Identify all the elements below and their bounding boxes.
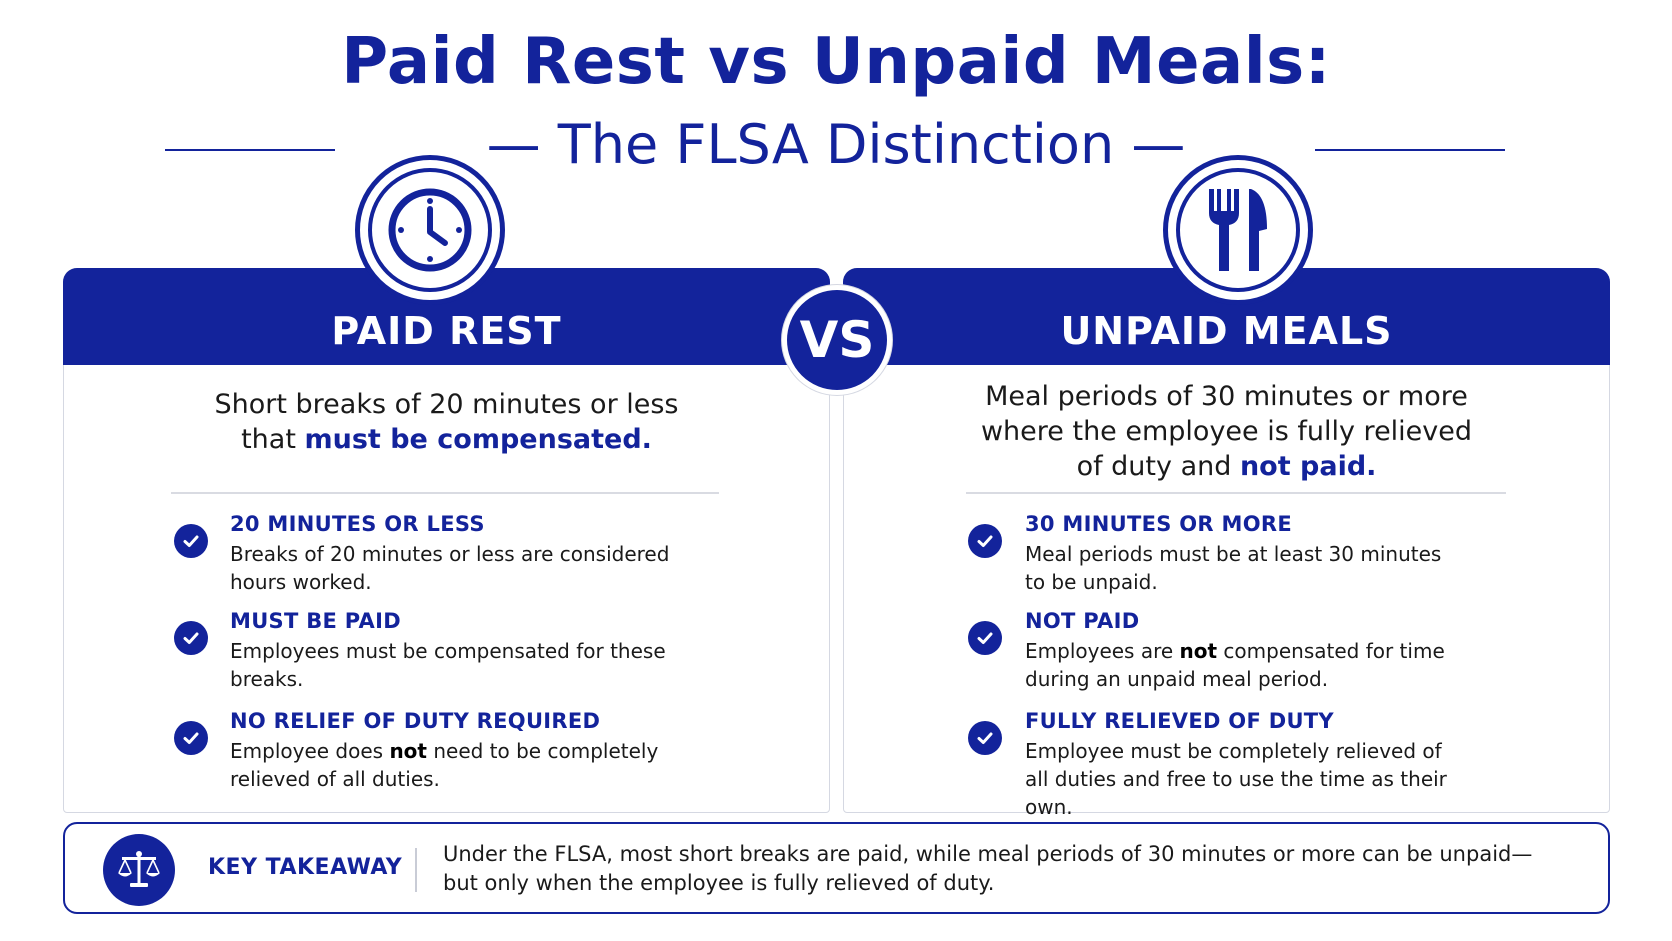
- key-takeaway-box: KEY TAKEAWAY Under the FLSA, most short …: [63, 822, 1610, 914]
- vs-badge: VS: [782, 285, 892, 395]
- item-body: Meal periods must be at least 30 minutes…: [1025, 542, 1442, 594]
- page-title: Paid Rest vs Unpaid Meals:: [341, 25, 1331, 99]
- unpaid-meals-lead-bold: not paid.: [1239, 451, 1377, 482]
- item-title: NOT PAID: [1025, 609, 1140, 633]
- unpaid-meals-panel: UNPAID MEALS Meal periods of 30 minutes …: [843, 268, 1610, 819]
- item-body: Employee does not need to be completely …: [230, 739, 659, 791]
- paid-rest-lead-bold: must be compensated.: [304, 424, 652, 455]
- check-icon: [174, 621, 208, 655]
- unpaid-meals-lead-text: Meal periods of 30 minutes or more where…: [980, 381, 1473, 482]
- item-body: Employees are not compensated for time d…: [1025, 639, 1445, 691]
- paid-rest-lead-text: Short breaks of 20 minutes or less that: [214, 389, 679, 455]
- paid-rest-panel: PAID REST Short breaks of 20 minutes or …: [63, 268, 830, 813]
- unpaid-meals-divider: [966, 492, 1506, 494]
- subtitle-rule-left: [165, 149, 335, 151]
- paid-rest-label: PAID REST: [331, 309, 562, 353]
- fork-knife-badge: [1163, 155, 1313, 305]
- paid-rest-lead: Short breaks of 20 minutes or less that …: [64, 387, 829, 457]
- key-takeaway-label: KEY TAKEAWAY: [208, 855, 403, 880]
- unpaid-meals-label: UNPAID MEALS: [1060, 309, 1393, 353]
- subtitle-row: — The FLSA Distinction —: [0, 110, 1672, 180]
- page-subtitle: — The FLSA Distinction —: [486, 113, 1186, 176]
- item-title: 30 MINUTES OR MORE: [1025, 512, 1292, 536]
- item-body: Employees must be compensated for these …: [230, 639, 666, 691]
- clock-badge: [355, 155, 505, 305]
- item-body: Breaks of 20 minutes or less are conside…: [230, 542, 670, 594]
- item-title: FULLY RELIEVED OF DUTY: [1025, 709, 1334, 733]
- check-icon: [968, 621, 1002, 655]
- item-body: Employee must be completely relieved of …: [1025, 739, 1447, 819]
- check-icon: [174, 721, 208, 755]
- key-takeaway-separator: [415, 848, 417, 892]
- subtitle-rule-right: [1315, 149, 1505, 151]
- fork-knife-icon: [1176, 168, 1300, 292]
- paid-rest-header: PAID REST: [63, 268, 830, 365]
- key-takeaway-text: Under the FLSA, most short breaks are pa…: [443, 842, 1533, 895]
- paid-rest-divider: [171, 492, 719, 494]
- item-title: NO RELIEF OF DUTY REQUIRED: [230, 709, 601, 733]
- check-icon: [968, 524, 1002, 558]
- check-icon: [174, 524, 208, 558]
- clock-icon: [368, 168, 492, 292]
- item-title: MUST BE PAID: [230, 609, 401, 633]
- scales-icon: [103, 834, 175, 906]
- item-title: 20 MINUTES OR LESS: [230, 512, 485, 536]
- unpaid-meals-lead: Meal periods of 30 minutes or more where…: [844, 379, 1609, 484]
- check-icon: [968, 721, 1002, 755]
